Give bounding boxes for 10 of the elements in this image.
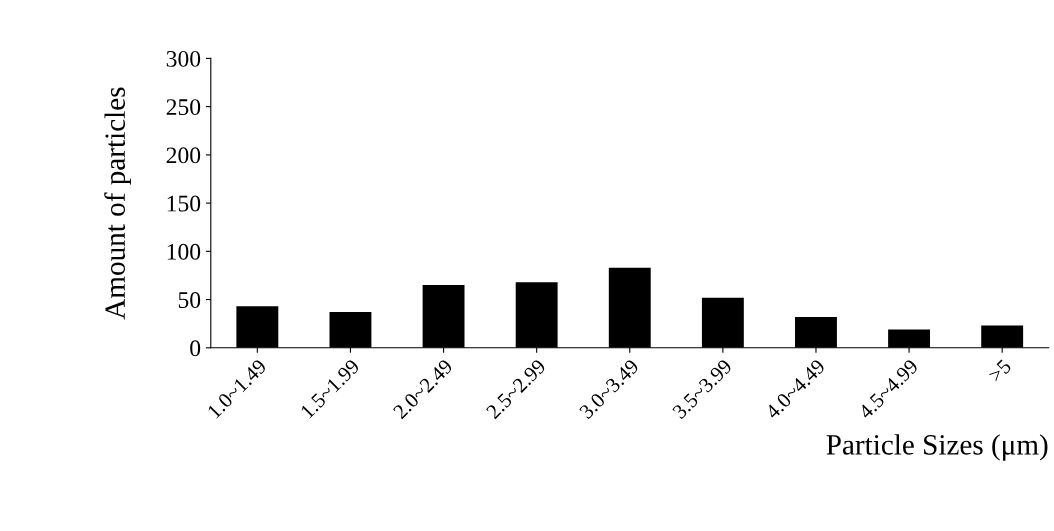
y-tick-label: 0 [190,340,201,357]
y-tick-label: 200 [166,147,201,164]
x-axis-title: Particle Sizes (μm) [826,434,1048,461]
x-tick-label: >5 [987,358,1012,383]
y-axis-title: Amount of particles [104,87,131,320]
y-tick-label: 50 [178,292,201,308]
y-tick-label: 300 [166,50,201,67]
y-tick-label: 100 [167,243,201,260]
y-tick-label: 150 [167,195,201,212]
y-tick-label: 250 [166,99,201,116]
